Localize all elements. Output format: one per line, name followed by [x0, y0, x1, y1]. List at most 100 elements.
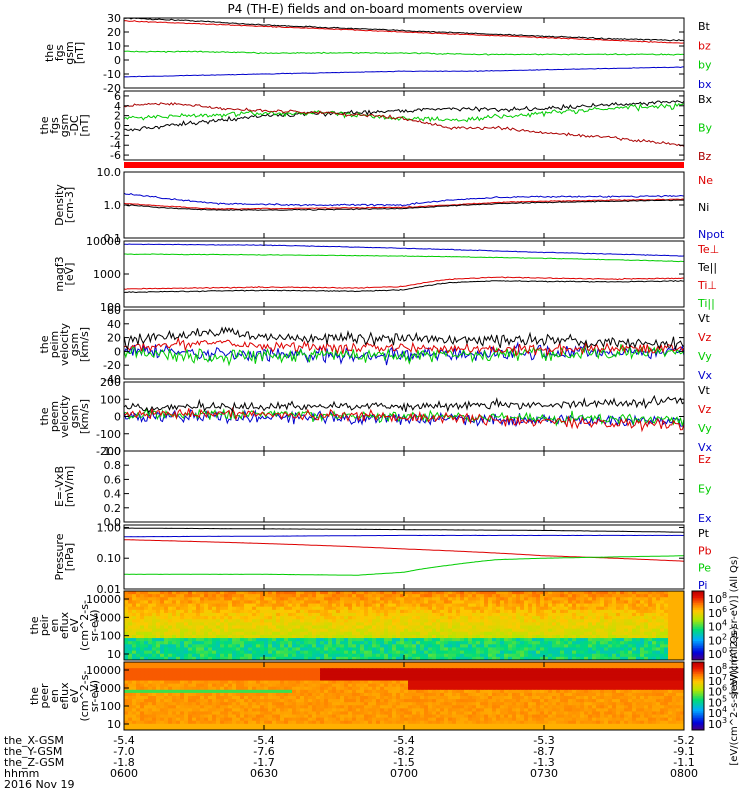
series-Bz — [124, 102, 684, 147]
ylabel-line: peer — [38, 683, 51, 709]
legend-Vt: Vt — [698, 312, 711, 325]
ytick-label: -6 — [110, 149, 121, 162]
legend-Te⊥: Te⊥ — [697, 243, 719, 256]
ytick-label: 1.0 — [104, 445, 122, 458]
ytick-label: 0.1 — [104, 232, 122, 245]
xaxis-value: 0700 — [390, 767, 418, 780]
series-Bt — [124, 18, 684, 42]
ytick-label: 1000 — [93, 682, 121, 695]
ytick-label: 0 — [114, 345, 121, 358]
xaxis-block: the_X-GSM -5.4 -5.4 -5.4 -5.3 -5.2 the_Y-GSM -7… — [4, 734, 698, 791]
series-Pi — [124, 534, 684, 538]
ylabel-line: eflux — [58, 682, 71, 710]
legend-Vx: Vx — [698, 441, 713, 454]
heatmap-cells — [124, 662, 685, 731]
series-Ne — [124, 198, 684, 210]
legend-Ez: Ez — [698, 453, 711, 466]
ytick-label: 100 — [100, 301, 121, 314]
ytick-label: 0.2 — [104, 502, 122, 515]
ytick-label: 20 — [107, 26, 121, 39]
legend-Vz: Vz — [698, 403, 712, 416]
ylabel-line: fgs — [53, 44, 66, 61]
ylabel-line: the — [43, 44, 56, 62]
xaxis-value: -8.2 — [393, 745, 414, 758]
plot-title: P4 (TH-E) fields and on-board moments ov… — [227, 2, 522, 16]
legend-Ey: Ey — [698, 483, 712, 496]
ylabel-line: velocity — [58, 323, 71, 366]
ytick-label: -20 — [103, 82, 121, 95]
legend-Pe: Pe — [698, 562, 711, 575]
ylabel-line: gsm — [68, 333, 81, 356]
legend-Pt: Pt — [698, 527, 710, 540]
xaxis-value: -8.7 — [533, 745, 554, 758]
legend-By: By — [698, 122, 713, 135]
ytick-label: 0 — [114, 120, 121, 133]
legend-Ti||: Ti|| — [697, 297, 715, 310]
xaxis-value: 0730 — [530, 767, 558, 780]
ylabel-line: eV — [68, 688, 81, 703]
legend-Ti⊥: Ti⊥ — [697, 279, 717, 292]
xaxis-value: -9.1 — [673, 745, 694, 758]
legend-Bx: Bx — [698, 93, 713, 106]
ytick-label: 10000 — [86, 235, 121, 248]
ytick-label: 0 — [114, 54, 121, 67]
xaxis-value: 0600 — [110, 767, 138, 780]
ytick-label: 6 — [114, 90, 121, 103]
series-bz — [124, 20, 684, 44]
ylabel-line: [cm-3] — [63, 187, 76, 223]
ylabel-line: gsm — [68, 405, 81, 428]
colorbar-label: [eV/(cm^2-s-sr-eV)] (All Qs) — [729, 556, 740, 695]
legend-by: by — [698, 59, 712, 72]
series-Te|| — [124, 280, 684, 294]
ytick-label: 10 — [107, 648, 121, 661]
ytick-label: 0.10 — [97, 552, 122, 565]
series-Ti|| — [124, 253, 684, 263]
ylabel-line: en — [48, 689, 61, 703]
series-Vt — [124, 326, 684, 351]
colorbar-tick-label: 108 — [708, 662, 727, 677]
panel-frame — [123, 240, 685, 308]
panel-density: 0.1 1.0 10.0 Density[cm-3] Ne Ni Npot — [53, 166, 725, 245]
legend-Ex: Ex — [698, 512, 712, 525]
legend-Vt: Vt — [698, 384, 711, 397]
series-Pe — [124, 555, 684, 576]
ylabel-line: Pressure — [53, 533, 66, 580]
series-Ni — [124, 199, 684, 212]
ytick-label: 10000 — [86, 593, 121, 606]
colorbar-tick-label: 107 — [708, 673, 727, 688]
xaxis-row-label: hhmm — [4, 767, 39, 780]
series-by — [124, 50, 684, 56]
legend-Vz: Vz — [698, 331, 712, 344]
xaxis-value: -1.7 — [253, 756, 274, 769]
xaxis-value: -5.4 — [253, 734, 274, 747]
ylabel-line: gsm — [58, 114, 71, 137]
series-Vz — [124, 336, 684, 357]
ylabel-line: sr-eV) — [88, 680, 101, 712]
colorbar-tick-label: 104 — [708, 705, 727, 720]
ylabel-line: peem — [48, 401, 61, 432]
series-Ti⊥ — [124, 243, 684, 257]
ytick-label: 10000 — [86, 664, 121, 677]
series-bx — [124, 66, 684, 78]
ytick-label: 2 — [114, 110, 121, 123]
ytick-label: 1000 — [93, 268, 121, 281]
ylabel-line: peir — [38, 614, 51, 636]
ylabel-line: (cm^2-s- — [78, 600, 91, 651]
series-Vz — [124, 406, 684, 433]
ytick-label: 10.0 — [97, 166, 122, 179]
series-Vy — [124, 343, 684, 367]
ytick-label: 10 — [107, 718, 121, 731]
xaxis-value: -1.5 — [393, 756, 414, 769]
ytick-label: 100 — [100, 630, 121, 643]
ytick-label: 1.00 — [97, 521, 122, 534]
colorbar-tick-label: 103 — [708, 716, 727, 731]
ytick-label: 0.8 — [104, 459, 122, 472]
ytick-label: 60 — [107, 304, 121, 317]
ylabel-line: velocity — [58, 395, 71, 438]
panel-pressure: 0.01 0.10 1.00 Pressure[nPa] Pt Pb Pe Pi — [53, 521, 712, 596]
xaxis-date: 2016 Nov 19 — [4, 778, 74, 791]
ytick-label: 0.01 — [97, 583, 122, 596]
series-Vt — [124, 394, 684, 413]
